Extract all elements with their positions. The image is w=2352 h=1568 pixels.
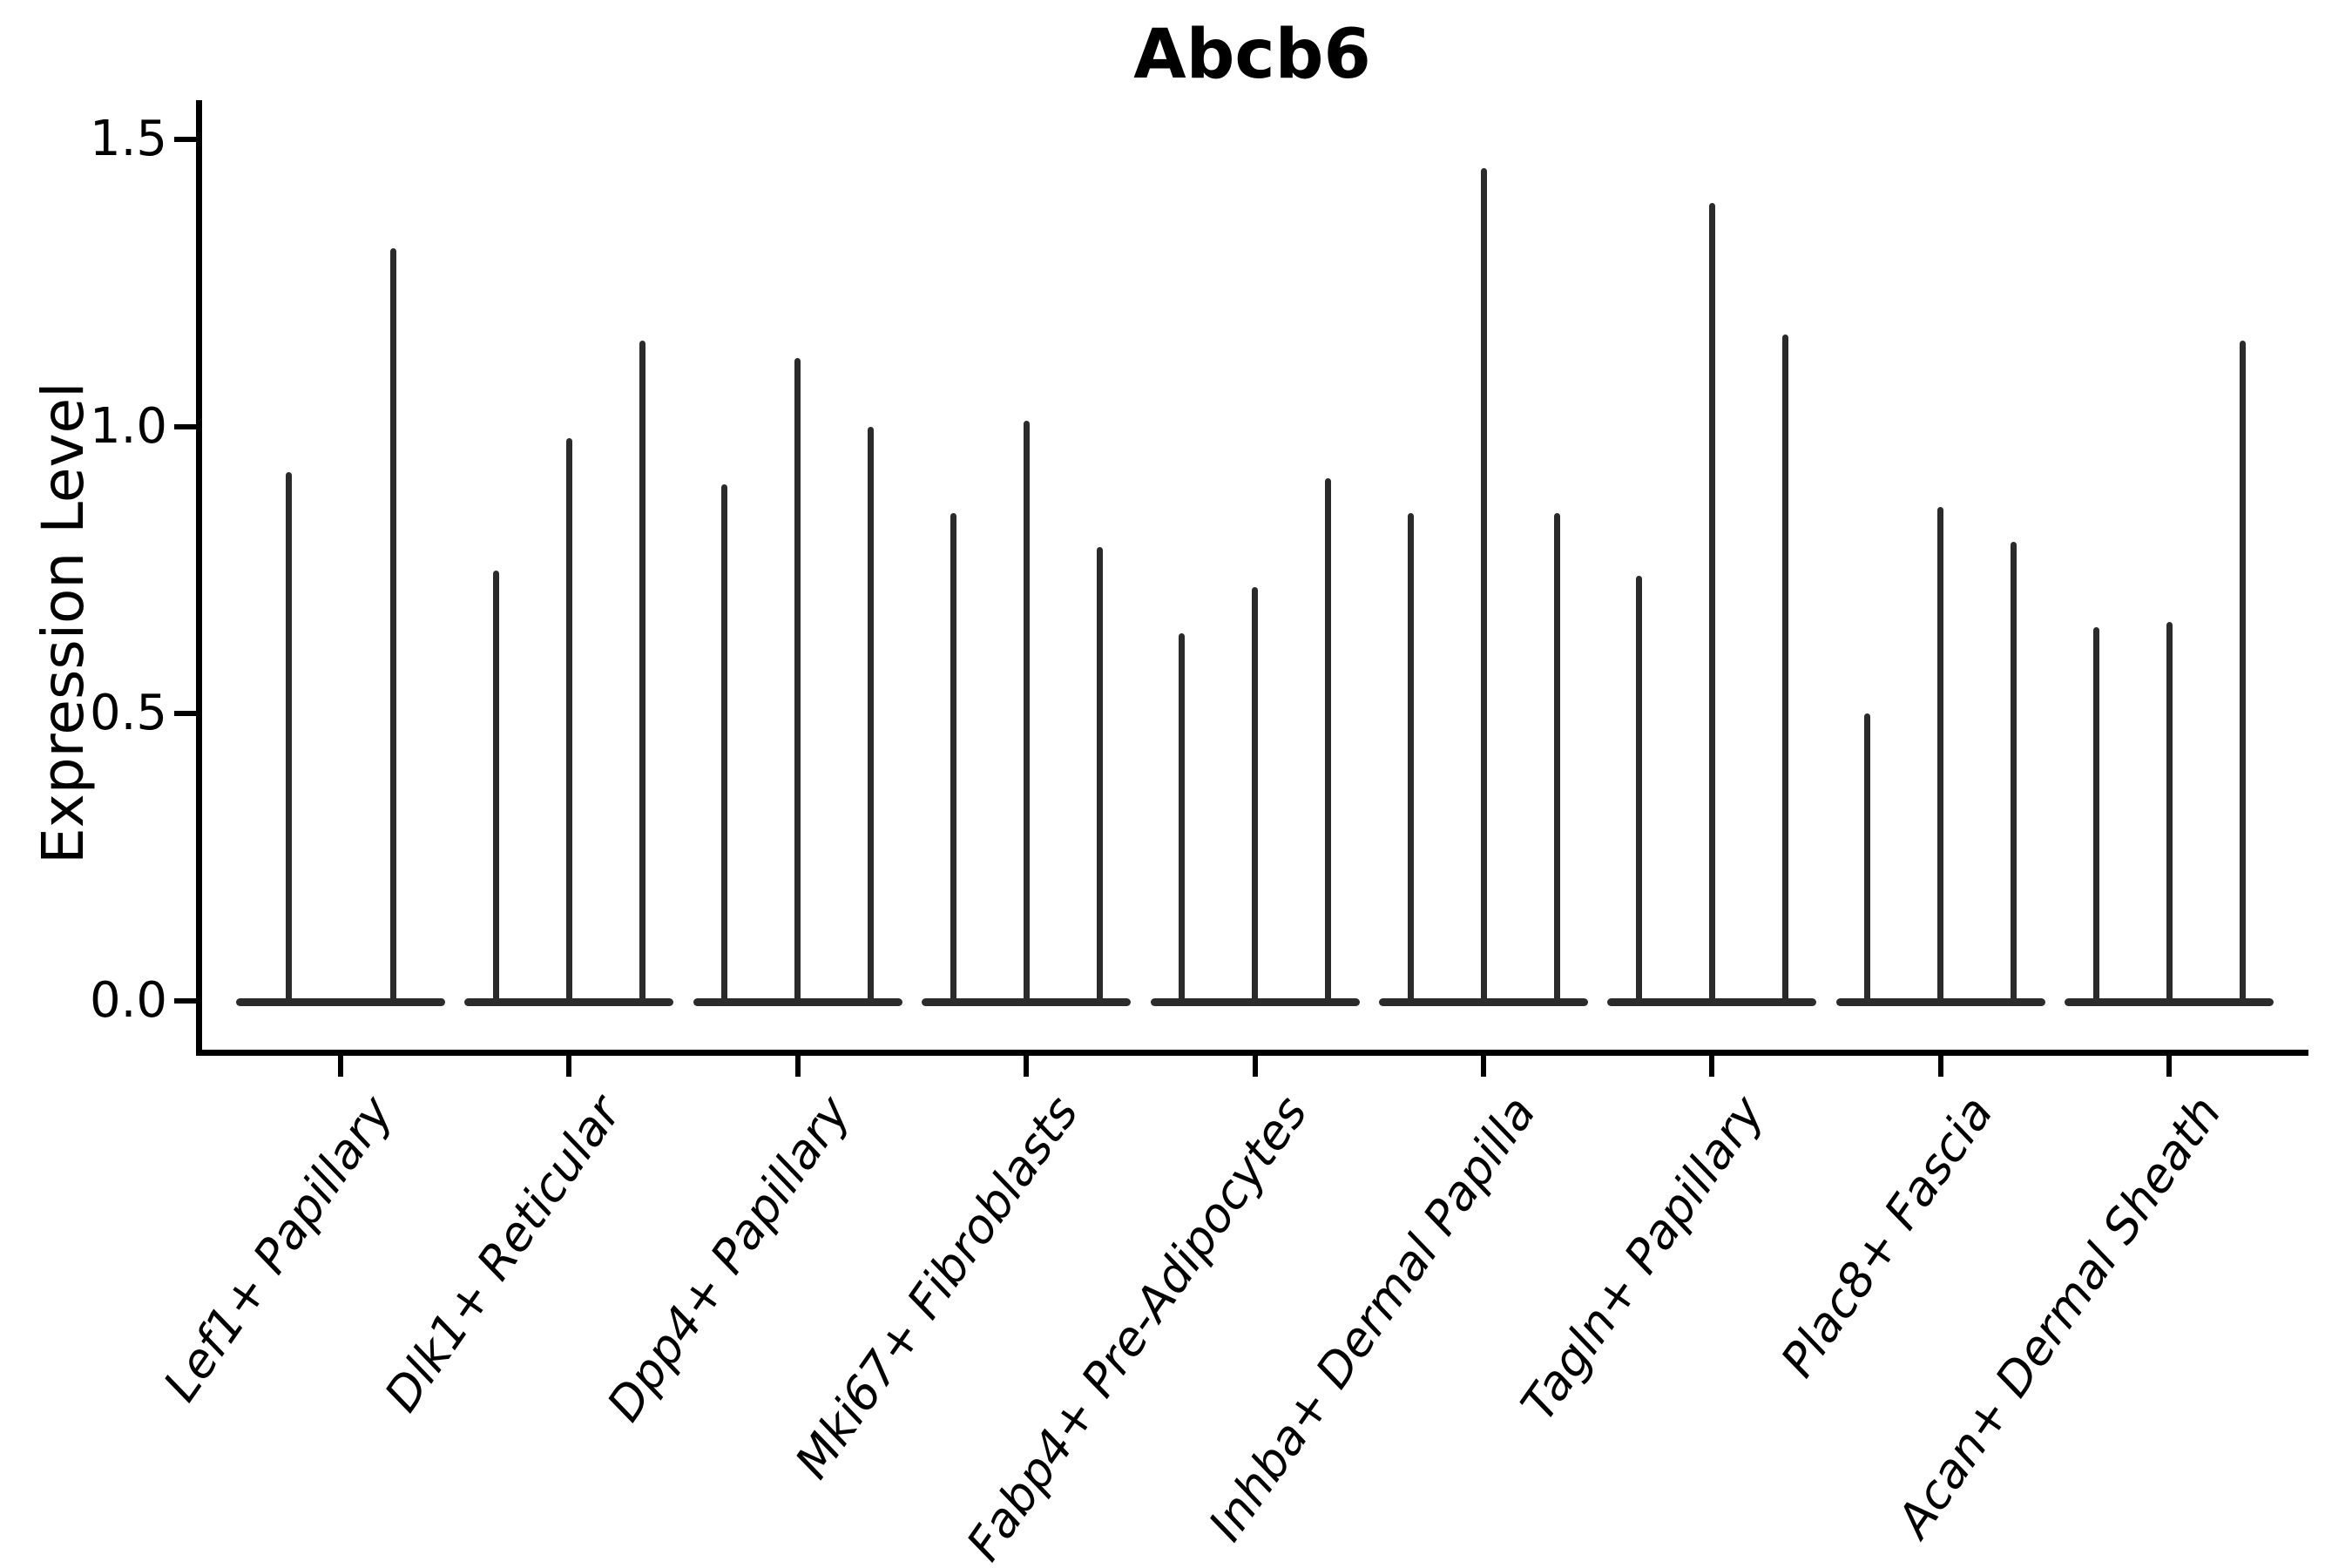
violin-spike: [1708, 202, 1715, 1004]
violin-spike: [721, 483, 728, 1004]
x-category-label: Dlk1+ Reticular: [374, 1085, 632, 1422]
violin-spike: [1023, 421, 1030, 1004]
x-category-label: Tagln+ Papillary: [1511, 1085, 1775, 1431]
violin-spike: [1179, 633, 1186, 1004]
violin-spike: [1325, 478, 1332, 1004]
violin-spike: [950, 512, 956, 1004]
y-tick-label: 1.5: [89, 111, 167, 168]
y-tick-label: 1.0: [89, 397, 167, 455]
violin-spike: [868, 426, 875, 1004]
violin-spike: [1553, 512, 1560, 1004]
x-tick-mark: [1709, 1056, 1715, 1077]
violin-spike: [794, 357, 801, 1004]
x-tick-mark: [1024, 1056, 1030, 1077]
x-tick-mark: [1252, 1056, 1258, 1077]
violin-spike: [1252, 587, 1259, 1004]
x-tick-mark: [2166, 1056, 2173, 1077]
violin-spike: [389, 248, 396, 1004]
violin-spike: [492, 570, 499, 1004]
chart-title: Abcb6: [1133, 16, 1371, 94]
y-tick-mark: [174, 423, 199, 429]
violin-spike: [565, 437, 572, 1004]
x-tick-mark: [794, 1056, 801, 1077]
y-axis-spine: [196, 100, 202, 1056]
y-axis-label: Expression Level: [30, 382, 97, 864]
x-tick-mark: [1937, 1056, 1943, 1077]
y-tick-mark: [174, 137, 199, 143]
violin-spike: [285, 472, 292, 1004]
violin-spike: [1407, 512, 1414, 1004]
violin-base: [236, 998, 445, 1006]
x-category-label: Dpp4+ Papillary: [596, 1085, 861, 1431]
violin-spike: [2239, 340, 2246, 1004]
violin-spike: [1781, 335, 1788, 1004]
x-axis-spine: [196, 1050, 2308, 1056]
violin-spike: [1480, 168, 1487, 1004]
violin-spike: [2092, 627, 2099, 1004]
y-tick-label: 0.5: [89, 685, 167, 742]
violin-spike: [1096, 547, 1103, 1004]
violin-spike: [1635, 576, 1642, 1004]
y-tick-mark: [174, 998, 199, 1004]
violin-spike: [2166, 621, 2173, 1004]
x-category-label: Plac8+ Fascia: [1769, 1085, 2004, 1387]
violin-spike: [1937, 507, 1944, 1004]
violin-spike: [639, 340, 645, 1004]
x-tick-mark: [566, 1056, 572, 1077]
x-tick-mark: [1481, 1056, 1486, 1077]
x-tick-mark: [338, 1056, 343, 1077]
violin-spike: [1864, 713, 1871, 1004]
violin-spike: [2011, 541, 2017, 1004]
y-tick-label: 0.0: [89, 972, 167, 1029]
y-tick-mark: [174, 711, 199, 717]
x-category-label: Lef1+ Papillary: [152, 1085, 403, 1411]
